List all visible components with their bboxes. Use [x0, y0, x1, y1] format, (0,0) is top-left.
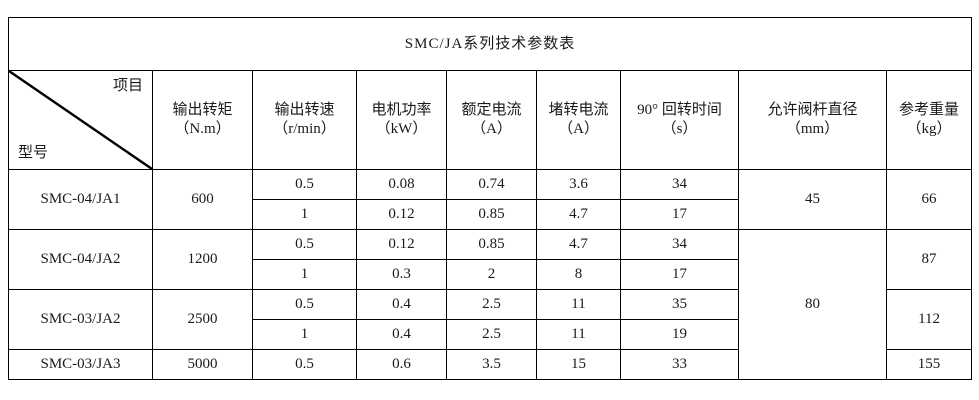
- cell-weight: 66: [885, 169, 973, 230]
- column-header-speed: 输出转速 （r/min）: [252, 70, 357, 170]
- cell-time: 34: [620, 229, 739, 260]
- cell-current: 0.85: [446, 199, 537, 230]
- cell-stem-diameter: 45: [738, 169, 887, 230]
- column-header-weight-line2: （kg）: [906, 121, 952, 137]
- cell-time: 33: [620, 349, 739, 380]
- cell-time: 17: [620, 259, 739, 290]
- cell-current: 0.74: [446, 169, 537, 200]
- cell-weight: 155: [885, 349, 973, 380]
- cell-stall: 8: [536, 259, 621, 290]
- column-header-stem-line2: （mm）: [785, 121, 840, 137]
- corner-header-cell: 项目 型号: [8, 70, 153, 170]
- cell-power: 0.4: [356, 289, 447, 320]
- column-header-weight-line1: 参考重量: [899, 102, 960, 119]
- column-header-time-line2: （s）: [661, 121, 698, 137]
- column-header-stem-diameter: 允许阀杆直径 （mm）: [738, 70, 887, 170]
- page-title: SMC/JA系列技术参数表: [7, 17, 973, 71]
- cell-time: 34: [620, 169, 739, 200]
- cell-torque: 5000: [152, 349, 253, 380]
- table-row: SMC-04/JA1 600 0.5 0.08 0.74 3.6 34 45 6…: [8, 169, 973, 230]
- specification-table: SMC/JA系列技术参数表 项目 型号 输出转矩 （N.m）: [7, 17, 973, 380]
- cell-speed: 0.5: [252, 349, 357, 380]
- column-header-weight: 参考重量 （kg）: [885, 70, 973, 170]
- cell-torque: 2500: [152, 289, 253, 350]
- cell-model: SMC-04/JA2: [8, 229, 153, 290]
- cell-weight: 112: [885, 289, 973, 350]
- column-header-torque-line2: （N.m）: [174, 121, 231, 137]
- title-row: SMC/JA系列技术参数表: [7, 17, 973, 71]
- cell-speed: 1: [252, 319, 357, 350]
- column-header-torque-line1: 输出转矩: [172, 102, 233, 119]
- cell-speed: 1: [252, 259, 357, 290]
- cell-stall: 11: [536, 319, 621, 350]
- cell-torque: 1200: [152, 229, 253, 290]
- cell-model: SMC-03/JA3: [8, 349, 153, 380]
- column-header-rotation-time: 90° 回转时间 （s）: [620, 70, 739, 170]
- cell-speed: 0.5: [252, 289, 357, 320]
- cell-speed: 0.5: [252, 169, 357, 200]
- cell-torque: 600: [152, 169, 253, 230]
- cell-current: 0.85: [446, 229, 537, 260]
- cell-speed: 1: [252, 199, 357, 230]
- cell-time: 35: [620, 289, 739, 320]
- table-row: SMC-04/JA2 1200 0.5 0.12 0.85 4.7 34 80 …: [8, 229, 973, 380]
- column-header-power: 电机功率 （kW）: [356, 70, 447, 170]
- column-header-torque: 输出转矩 （N.m）: [152, 70, 253, 170]
- cell-stall: 15: [536, 349, 621, 380]
- cell-current: 3.5: [446, 349, 537, 380]
- cell-model: SMC-03/JA2: [8, 289, 153, 350]
- cell-time: 17: [620, 199, 739, 230]
- cell-current: 2: [446, 259, 537, 290]
- column-header-stall-current: 堵转电流 （A）: [536, 70, 621, 170]
- cell-power: 0.08: [356, 169, 447, 200]
- cell-current: 2.5: [446, 319, 537, 350]
- column-header-speed-line1: 输出转速: [274, 102, 335, 119]
- cell-stall: 4.7: [536, 229, 621, 260]
- table-row: 1 0.4 2.5 11 19: [9, 319, 972, 350]
- column-header-current-line1: 额定电流: [461, 102, 522, 119]
- column-header-current: 额定电流 （A）: [446, 70, 537, 170]
- cell-power: 0.4: [356, 319, 447, 350]
- column-header-time-line1: 90° 回转时间: [637, 102, 722, 119]
- cell-power: 0.6: [356, 349, 447, 380]
- header-row: 项目 型号 输出转矩 （N.m） 输出转速 （r/min） 电机功率 （kW）: [8, 70, 973, 170]
- corner-item-label: 项目: [112, 78, 143, 94]
- cell-model: SMC-04/JA1: [8, 169, 153, 230]
- table-row: SMC-03/JA3 5000 0.5 0.6 3.5 15 33 155: [8, 349, 973, 380]
- corner-model-label: 型号: [18, 145, 49, 162]
- cell-power: 0.12: [356, 229, 447, 260]
- cell-time: 19: [620, 319, 739, 350]
- diagonal-split-line-icon: [9, 71, 152, 169]
- column-header-speed-line2: （r/min）: [273, 121, 336, 137]
- cell-stall: 3.6: [536, 169, 621, 200]
- column-header-stall-line2: （A）: [558, 121, 599, 137]
- column-header-stall-line1: 堵转电流: [548, 102, 609, 119]
- cell-stall: 4.7: [536, 199, 621, 230]
- cell-speed: 0.5: [252, 229, 357, 260]
- column-header-power-line2: （kW）: [375, 121, 428, 137]
- column-header-current-line2: （A）: [471, 121, 512, 137]
- cell-weight: 87: [885, 229, 973, 290]
- column-header-stem-line1: 允许阀杆直径: [767, 102, 858, 119]
- cell-current: 2.5: [446, 289, 537, 320]
- cell-power: 0.12: [356, 199, 447, 230]
- column-header-power-line1: 电机功率: [371, 102, 432, 119]
- cell-power: 0.3: [356, 259, 447, 290]
- cell-stem-diameter: 80: [738, 229, 887, 380]
- cell-stall: 11: [536, 289, 621, 320]
